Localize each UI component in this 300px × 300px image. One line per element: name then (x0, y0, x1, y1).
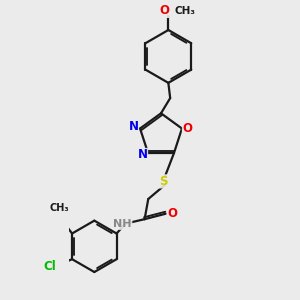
Text: O: O (167, 207, 177, 220)
Text: O: O (159, 4, 169, 17)
Text: Cl: Cl (43, 260, 56, 273)
Text: O: O (182, 122, 193, 135)
Text: N: N (138, 148, 148, 161)
Text: NH: NH (113, 219, 132, 229)
Text: S: S (159, 175, 167, 188)
Text: CH₃: CH₃ (175, 6, 196, 16)
Text: N: N (128, 120, 139, 133)
Text: CH₃: CH₃ (50, 203, 69, 213)
